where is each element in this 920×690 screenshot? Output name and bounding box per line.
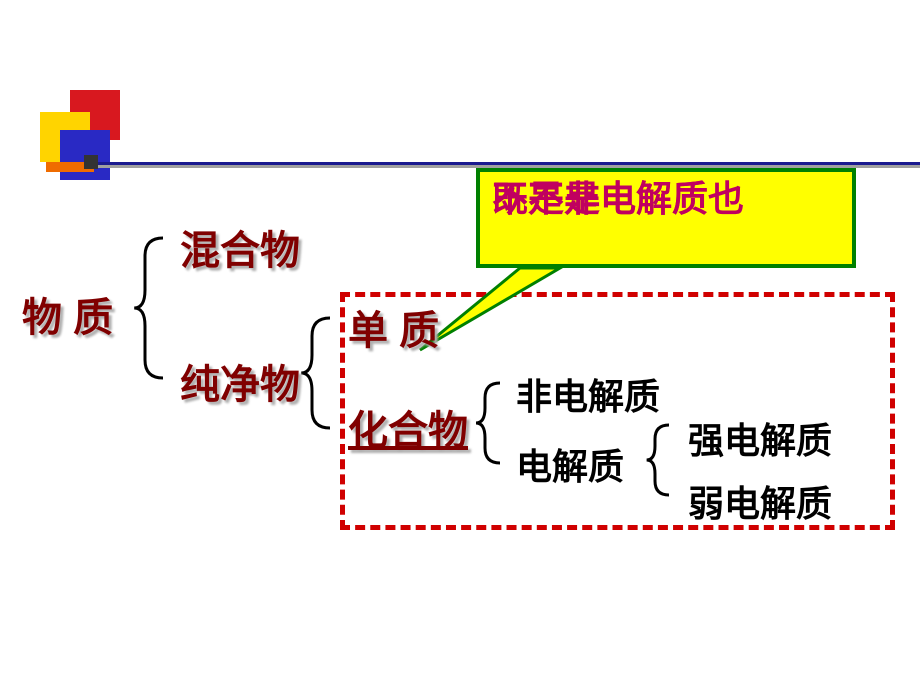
- term-danzhi: 单 质: [348, 298, 439, 356]
- brace-2: [301, 318, 330, 428]
- term-huahewu: 化合物: [348, 398, 468, 456]
- term-feidianjiezhi: 非电解质: [516, 368, 660, 420]
- callout-line-1: 不是非电解质: [492, 176, 708, 221]
- term-ruo: 弱电解质: [688, 475, 832, 527]
- decor-dark-square: [84, 155, 98, 169]
- term-chunjingwu: 纯净物: [180, 352, 300, 410]
- term-qiang: 强电解质: [688, 412, 832, 464]
- callout-box: 既不是电解质也不是非电解质: [476, 168, 856, 268]
- brace-1: [134, 238, 163, 378]
- term-wuzhi: 物 质: [22, 285, 113, 343]
- term-hunhewu: 混合物: [180, 218, 300, 276]
- term-dianjiezhi: 电解质: [516, 438, 624, 490]
